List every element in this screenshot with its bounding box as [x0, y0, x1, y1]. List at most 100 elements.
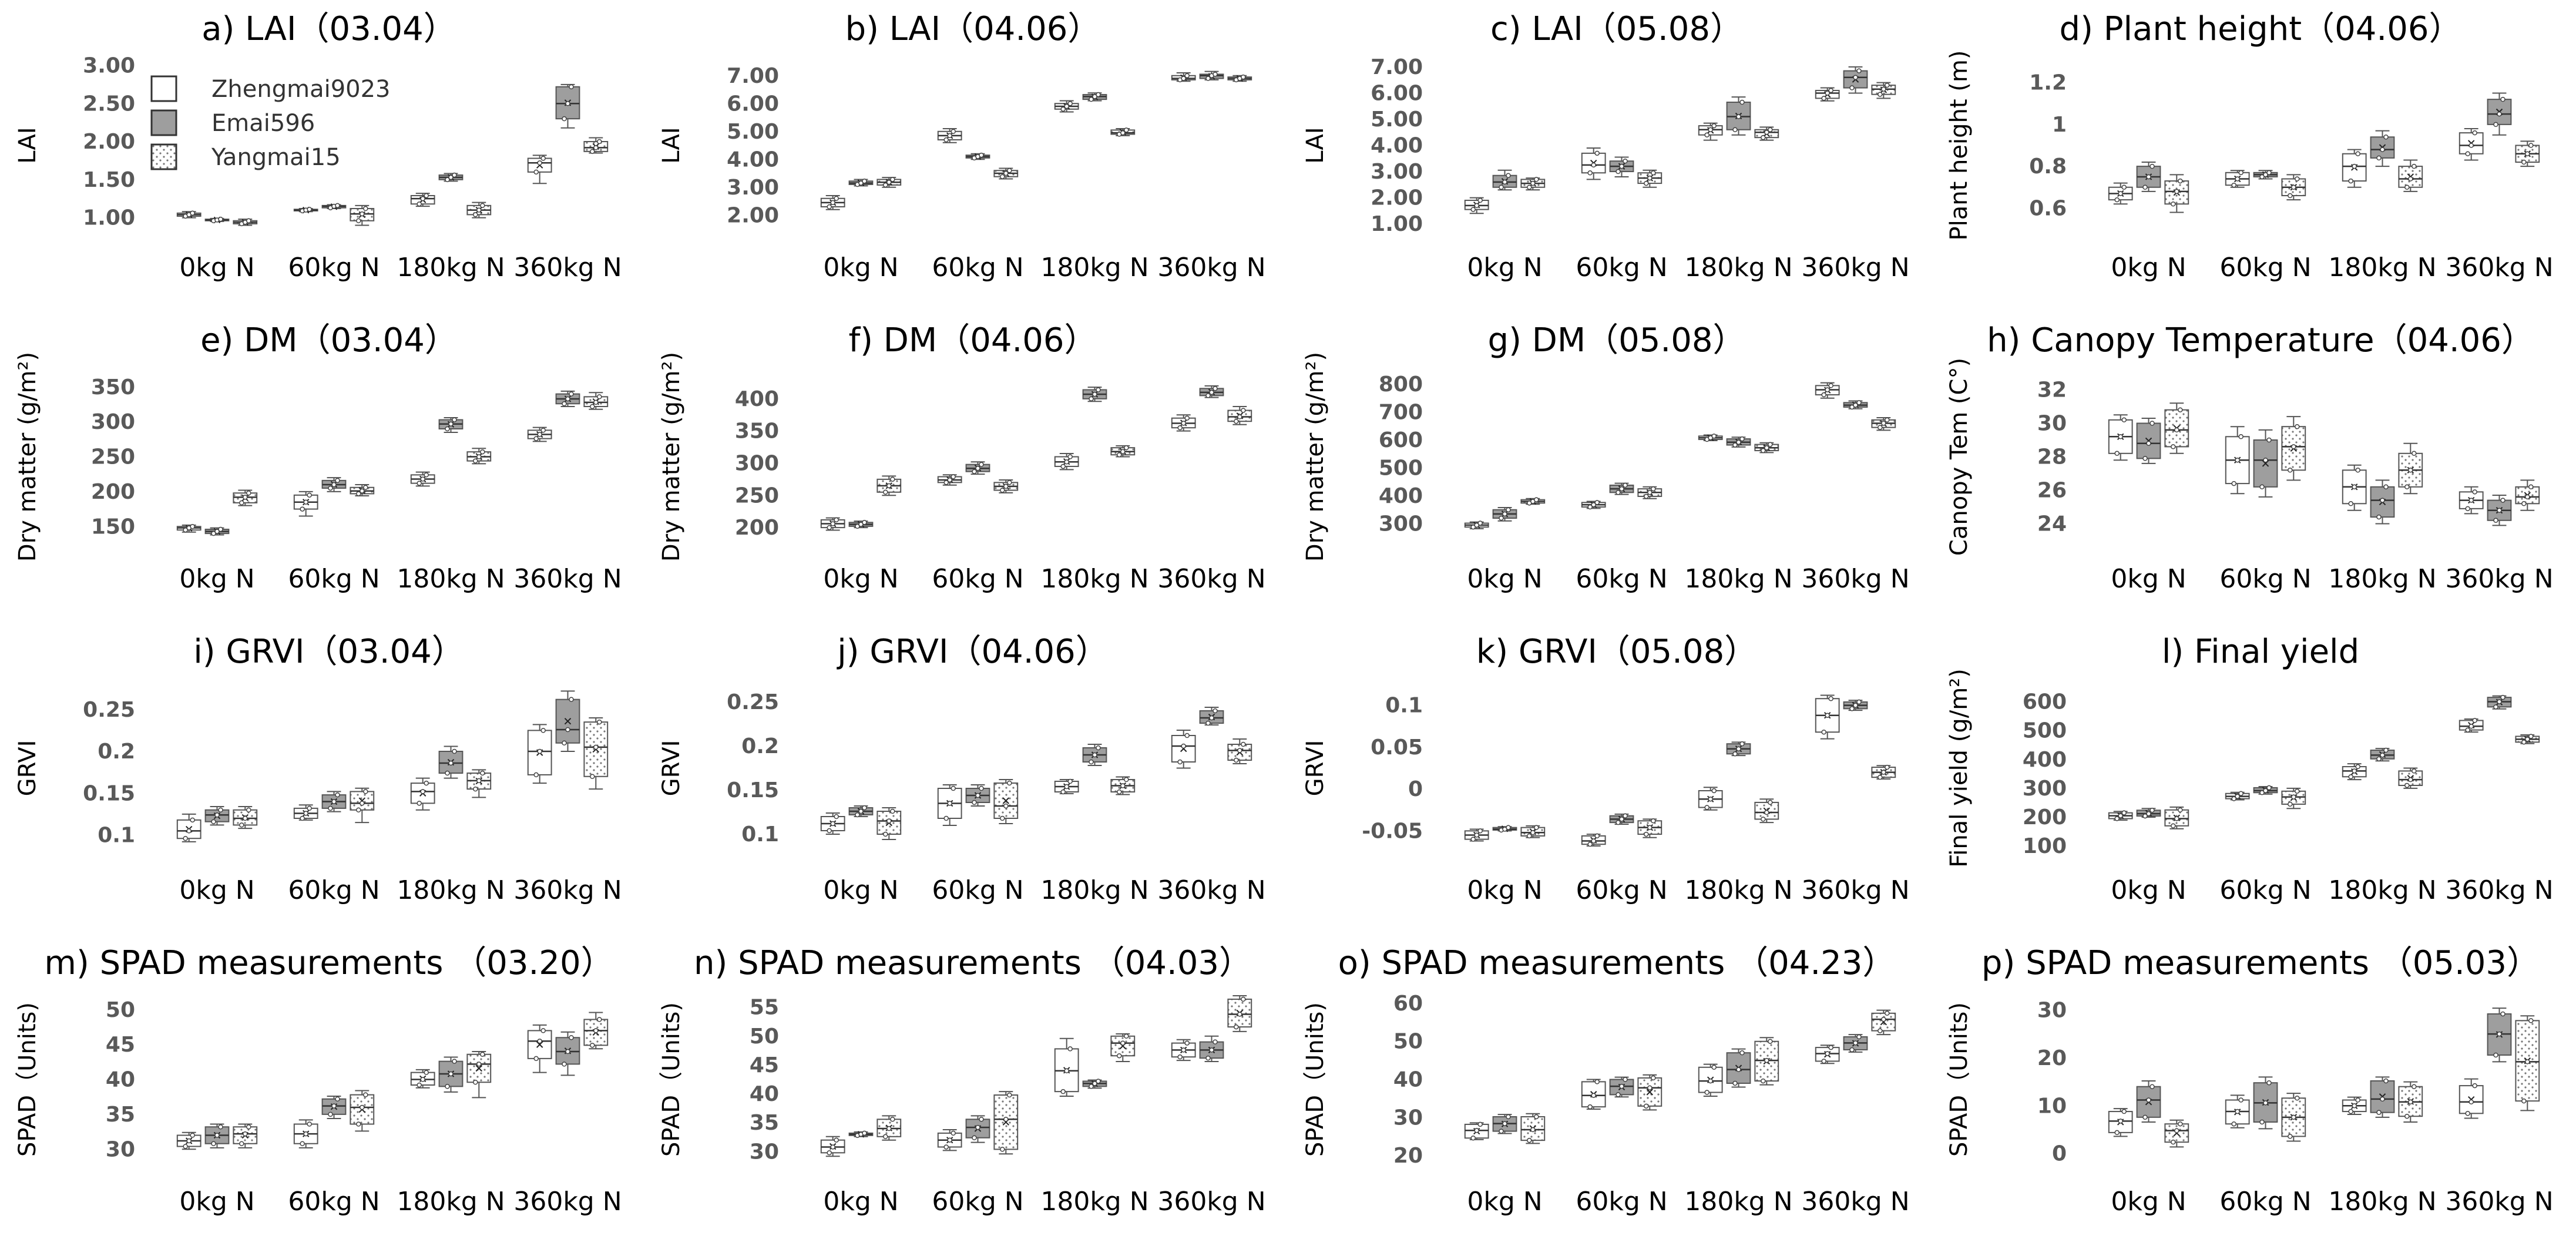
y-tick-label-p: 30	[2037, 998, 2067, 1022]
x-tick-label-l: 60kg N	[2219, 875, 2311, 905]
panel-h: h) Canopy Temperature（04.06） Canopy Tem (…	[1946, 321, 2554, 594]
x-tick-label-k: 360kg N	[1801, 875, 1909, 905]
panel-title-f: f) DM（04.06）	[848, 321, 1097, 360]
box-c-zhengmai9023-3	[1698, 122, 1723, 141]
y-tick-label-g: 400	[1379, 484, 1423, 508]
box-n-emai596-3	[1082, 1079, 1107, 1089]
box-j-yangmai15-4	[1227, 738, 1252, 764]
box-n-yangmai15-3	[1110, 1033, 1136, 1063]
box-p-emai596-2	[2253, 1076, 2278, 1130]
panel-m: m) SPAD measurements （03.20）SPAD（Units) 3…	[14, 944, 622, 1217]
box-l-emai596-2	[2253, 785, 2278, 795]
y-tick-label-m: 50	[106, 998, 135, 1022]
box-b-zhengmai9023-2	[937, 128, 962, 143]
x-tick-label-o: 180kg N	[1684, 1187, 1792, 1217]
box-m-yangmai15-1	[233, 1123, 258, 1148]
box-a-yangmai15-3	[466, 201, 492, 219]
box-e-emai596-1	[204, 526, 230, 536]
box-d-emai596-2	[2253, 170, 2278, 180]
box-j-emai596-1	[848, 805, 874, 818]
box-f-zhengmai9023-1	[820, 517, 845, 531]
x-tick-label-i: 180kg N	[397, 875, 505, 905]
box-n-yangmai15-1	[876, 1115, 902, 1141]
x-tick-label-c: 0kg N	[1467, 253, 1542, 283]
panel-k: k) GRVI（05.08） GRVI -0.05 0 0.05 0.1 0kg N 60kg…	[1302, 633, 1910, 905]
box-p-yangmai15-3	[2398, 1081, 2423, 1123]
y-tick-label-e: 150	[91, 515, 135, 539]
box-b-zhengmai9023-3	[1054, 100, 1079, 113]
y-tick-label-g: 700	[1379, 401, 1423, 425]
box-i-emai596-2	[321, 791, 347, 812]
box-b-yangmai15-2	[993, 167, 1019, 180]
x-tick-label-c: 360kg N	[1801, 253, 1909, 283]
x-tick-label-p: 180kg N	[2328, 1187, 2436, 1217]
y-tick-label-a: 1.00	[83, 206, 135, 230]
panel-title-e: e) DM（03.04）	[200, 321, 458, 360]
y-tick-label-d: 1.2	[2029, 71, 2067, 95]
box-b-yangmai15-3	[1110, 127, 1136, 137]
x-tick-label-j: 360kg N	[1157, 875, 1265, 905]
y-axis-label-i: GRVI	[14, 740, 41, 797]
box-d-emai596-3	[2370, 130, 2395, 167]
legend-swatch-zhengmai9023	[150, 75, 177, 102]
y-axis-label-c: LAI	[1302, 127, 1329, 163]
box-g-zhengmai9023-4	[1815, 382, 1840, 399]
y-tick-label-h: 24	[2037, 512, 2067, 536]
legend-label-zhengmai9023: Zhengmai9023	[211, 76, 391, 103]
x-tick-label-e: 360kg N	[513, 564, 622, 594]
y-tick-label-o: 30	[1393, 1106, 1423, 1130]
box-g-yangmai15-2	[1637, 486, 1663, 499]
box-a-emai596-1	[204, 216, 230, 224]
box-p-emai596-3	[2370, 1076, 2395, 1118]
box-g-yangmai15-4	[1871, 417, 1896, 431]
y-tick-label-i: 0.15	[83, 781, 135, 805]
y-tick-label-f: 400	[735, 387, 779, 411]
box-c-emai596-1	[1492, 169, 1517, 191]
x-tick-label-k: 0kg N	[1467, 875, 1542, 905]
box-i-zhengmai9023-4	[527, 724, 552, 784]
x-tick-label-n: 0kg N	[823, 1187, 898, 1217]
box-j-emai596-3	[1082, 744, 1107, 766]
box-j-yangmai15-3	[1110, 776, 1136, 795]
box-b-emai596-1	[848, 179, 874, 187]
y-tick-label-c: 7.00	[1371, 55, 1423, 79]
box-g-emai596-4	[1843, 400, 1868, 410]
box-m-emai596-3	[438, 1056, 464, 1093]
x-tick-label-h: 0kg N	[2111, 564, 2186, 594]
box-f-zhengmai9023-3	[1054, 453, 1079, 471]
box-b-emai596-4	[1199, 70, 1224, 81]
box-m-zhengmai9023-4	[527, 1024, 552, 1073]
box-n-zhengmai9023-2	[937, 1129, 962, 1151]
y-tick-label-f: 350	[735, 419, 779, 444]
panel-p: p) SPAD measurements （05.03） SPAD（Units) 0…	[1946, 944, 2554, 1217]
box-l-yangmai15-2	[2281, 787, 2306, 810]
box-l-zhengmai9023-2	[2225, 791, 2250, 801]
box-p-emai596-4	[2487, 1007, 2512, 1063]
box-g-emai596-3	[1726, 436, 1751, 448]
box-h-emai596-1	[2136, 417, 2161, 464]
x-tick-label-l: 0kg N	[2111, 875, 2186, 905]
box-a-yangmai15-4	[583, 137, 609, 155]
box-o-yangmai15-4	[1871, 1009, 1896, 1036]
x-tick-label-i: 0kg N	[179, 875, 254, 905]
box-a-emai596-3	[438, 172, 464, 183]
y-tick-label-a: 1.50	[83, 168, 135, 192]
y-tick-label-f: 300	[735, 451, 779, 475]
y-tick-label-n: 30	[750, 1140, 779, 1164]
box-d-zhengmai9023-1	[2108, 182, 2133, 205]
box-p-emai596-1	[2136, 1080, 2161, 1123]
box-b-emai596-3	[1082, 92, 1107, 102]
box-m-yangmai15-2	[350, 1090, 375, 1132]
box-b-zhengmai9023-4	[1171, 72, 1196, 83]
box-l-yangmai15-3	[2398, 767, 2423, 789]
y-tick-label-d: 0.6	[2029, 196, 2067, 220]
panel-title-i: i) GRVI（03.04）	[193, 633, 465, 671]
x-tick-label-p: 0kg N	[2111, 1187, 2186, 1217]
box-f-emai596-1	[848, 520, 874, 529]
box-a-zhengmai9023-1	[176, 210, 201, 219]
box-m-emai596-4	[555, 1031, 580, 1076]
box-o-emai596-2	[1609, 1076, 1634, 1098]
box-c-zhengmai9023-4	[1815, 87, 1840, 102]
box-j-yangmai15-2	[993, 779, 1019, 824]
panel-title-g: g) DM（05.08）	[1488, 321, 1746, 360]
